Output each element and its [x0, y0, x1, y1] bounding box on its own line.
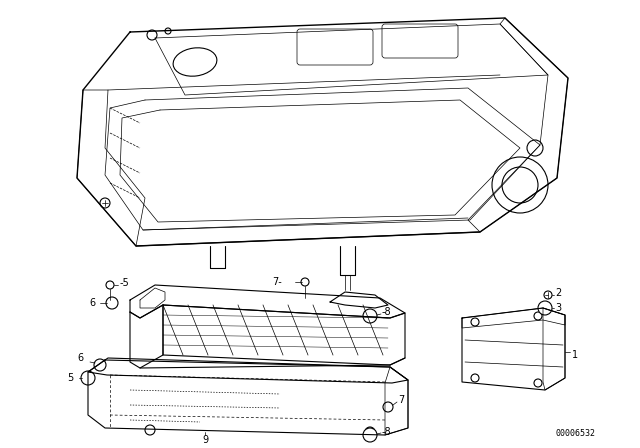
Circle shape: [106, 297, 118, 309]
Circle shape: [383, 402, 393, 412]
Circle shape: [106, 281, 114, 289]
Text: 3: 3: [555, 303, 561, 313]
Circle shape: [538, 301, 552, 315]
Text: -8: -8: [382, 307, 392, 317]
Circle shape: [363, 428, 377, 442]
Circle shape: [363, 309, 377, 323]
Text: -8: -8: [382, 427, 392, 437]
Text: 7-: 7-: [272, 277, 282, 287]
Text: 5: 5: [67, 373, 73, 383]
Circle shape: [544, 291, 552, 299]
Text: 00006532: 00006532: [555, 429, 595, 438]
Text: 1: 1: [572, 350, 578, 360]
Circle shape: [81, 371, 95, 385]
Text: 6: 6: [89, 298, 95, 308]
Text: 9: 9: [202, 435, 208, 445]
Text: 7: 7: [398, 395, 404, 405]
Text: 6: 6: [78, 353, 84, 363]
Circle shape: [94, 359, 106, 371]
Text: -5: -5: [120, 278, 130, 288]
Circle shape: [100, 198, 110, 208]
Text: 2: 2: [555, 288, 561, 298]
Circle shape: [301, 278, 309, 286]
